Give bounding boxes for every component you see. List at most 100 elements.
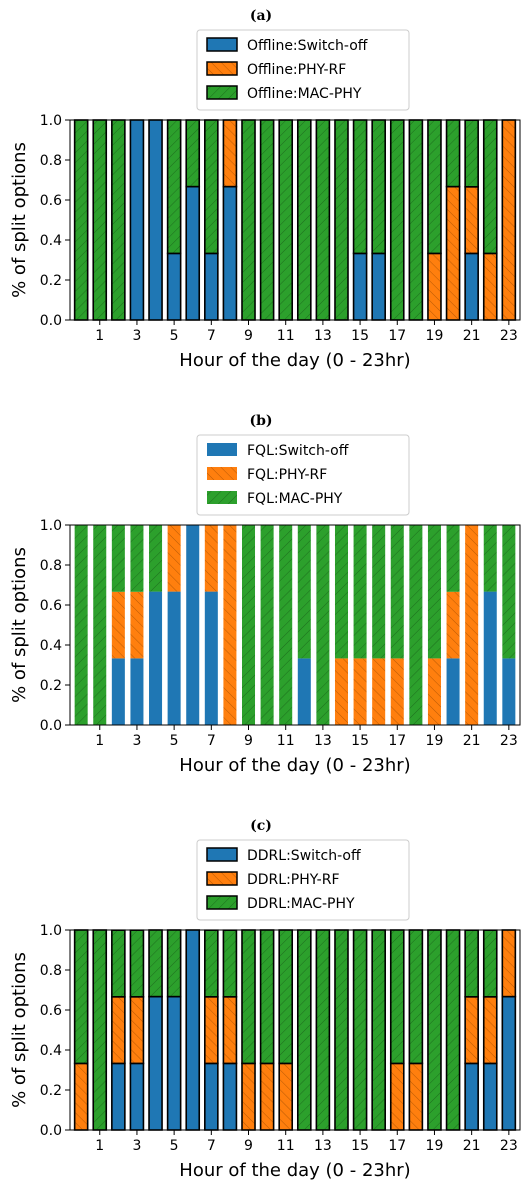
legend-swatch-phy-rf <box>206 61 238 76</box>
bar-segment-phy-rf-hour-16 <box>372 658 386 725</box>
x-tick-label: 11 <box>277 328 295 344</box>
bar-segment-mac-phy-hour-5 <box>166 929 182 998</box>
bar-segment-phy-rf-hour-3 <box>129 996 145 1065</box>
bar-segment-phy-rf-hour-22 <box>482 252 498 321</box>
bar-segment-mac-phy-hour-9 <box>241 929 256 1065</box>
y-tick-label: 0.2 <box>40 1083 62 1099</box>
y-tick-label: 1.0 <box>40 113 62 129</box>
bar-segment-phy-rf-hour-15 <box>353 658 367 725</box>
bar-segment-phy-rf-hour-17 <box>390 658 404 725</box>
bar-segment-phy-rf-hour-7 <box>204 996 219 1065</box>
bars <box>74 525 516 725</box>
y-tick-label: 0.6 <box>40 598 62 614</box>
x-tick-label: 13 <box>314 733 332 749</box>
y-tick-label: 0.8 <box>40 963 62 979</box>
legend-label-phy-rf: FQL:PHY-RF <box>247 467 327 483</box>
bar-segment-mac-phy-hour-14 <box>334 525 348 659</box>
bar-segment-mac-phy-hour-22 <box>482 119 498 255</box>
bar-segment-phy-rf-hour-5 <box>167 525 181 592</box>
x-tick-label: 3 <box>132 1138 141 1154</box>
bar-segment-phy-rf-hour-19 <box>427 658 441 725</box>
x-tick-label: 15 <box>351 328 369 344</box>
x-tick-label: 1 <box>95 733 104 749</box>
bar-segment-mac-phy-hour-17 <box>389 119 405 321</box>
x-tick-label: 7 <box>207 1138 216 1154</box>
legend-swatch-switch-off <box>207 443 237 456</box>
x-tick-label: 7 <box>207 733 216 749</box>
bar-segment-phy-rf-hour-20 <box>445 185 461 321</box>
bar-segment-mac-phy-hour-20 <box>445 119 461 188</box>
bar-segment-mac-phy-hour-15 <box>352 929 368 1131</box>
y-tick-label: 0.8 <box>40 153 62 169</box>
legend-label-switch-off: DDRL:Switch-off <box>247 848 361 864</box>
bar-segment-mac-phy-hour-11 <box>279 525 293 725</box>
bar-segment-mac-phy-hour-13 <box>316 525 330 725</box>
bar-segment-phy-rf-hour-3 <box>130 591 144 659</box>
bar-segment-switch-off-hour-4 <box>149 591 163 725</box>
bar-segment-mac-phy-hour-19 <box>427 119 442 255</box>
y-tick-label: 0.4 <box>40 1043 62 1059</box>
x-tick-label: 23 <box>500 733 518 749</box>
legend-label-phy-rf: Offline:PHY-RF <box>247 62 346 78</box>
legend-swatch-mac-phy <box>206 895 238 910</box>
y-tick-label: 0.6 <box>40 1003 62 1019</box>
legend-label-mac-phy: FQL:MAC-PHY <box>247 491 343 507</box>
bar-segment-mac-phy-hour-22 <box>483 525 497 592</box>
plot-frame <box>69 929 521 1131</box>
bar-segment-phy-rf-hour-21 <box>464 186 479 255</box>
bar-segment-mac-phy-hour-3 <box>130 525 144 592</box>
bar-segment-phy-rf-hour-8 <box>222 119 238 188</box>
bar-segment-switch-off-hour-8 <box>222 1062 238 1131</box>
y-tick-label: 0.4 <box>40 233 62 249</box>
bar-segment-phy-rf-hour-0 <box>73 1062 89 1131</box>
x-tick-label: 21 <box>463 328 481 344</box>
bar-segment-phy-rf-hour-21 <box>464 996 479 1065</box>
y-tick-label: 0.6 <box>40 193 62 209</box>
y-tick-label: 0.0 <box>40 313 62 329</box>
x-tick-label: 15 <box>351 733 369 749</box>
x-tick-label: 17 <box>388 733 406 749</box>
bar-segment-switch-off-hour-15 <box>352 252 368 321</box>
chart-a: (a)0.00.20.40.60.81.01 3 5 7 9 11 13 15 17 19 21 23… <box>9 8 521 371</box>
bar-segment-mac-phy-hour-14 <box>334 119 349 321</box>
legend-label-mac-phy: Offline:MAC-PHY <box>247 86 362 102</box>
bar-segment-mac-phy-hour-17 <box>389 929 405 1065</box>
x-tick-label: 1 <box>95 328 104 344</box>
bar-segment-switch-off-hour-22 <box>483 591 497 725</box>
bar-segment-phy-rf-hour-10 <box>259 1062 275 1131</box>
bar-segment-mac-phy-hour-20 <box>445 929 461 1131</box>
bar-segment-mac-phy-hour-10 <box>259 929 275 1065</box>
x-tick-label: 19 <box>426 733 444 749</box>
bar-segment-switch-off-hour-4 <box>148 119 163 321</box>
legend-swatch-switch-off <box>206 37 238 52</box>
x-axis-label: Hour of the day (0 - 23hr) <box>179 1160 410 1181</box>
bar-segment-switch-off-hour-5 <box>166 995 182 1131</box>
y-tick-label: 0.8 <box>40 558 62 574</box>
bar-segment-mac-phy-hour-22 <box>482 929 498 998</box>
legend: FQL:Switch-off FQL:PHY-RF FQL:MAC-PHY <box>196 434 410 516</box>
x-tick-label: 15 <box>351 1138 369 1154</box>
y-axis-label: % of split options <box>9 952 30 1108</box>
bar-segment-phy-rf-hour-20 <box>446 591 460 659</box>
bar-segment-phy-rf-hour-8 <box>223 525 237 725</box>
bar-segment-switch-off-hour-3 <box>129 119 145 321</box>
y-tick-label: 0.0 <box>40 718 62 734</box>
legend-label-switch-off: FQL:Switch-off <box>247 443 349 459</box>
x-axis-label: Hour of the day (0 - 23hr) <box>179 755 410 776</box>
bar-segment-switch-off-hour-7 <box>204 591 218 725</box>
x-tick-label: 11 <box>277 1138 295 1154</box>
x-tick-label: 9 <box>244 733 253 749</box>
bar-segment-mac-phy-hour-2 <box>111 929 126 998</box>
bar-segment-switch-off-hour-20 <box>446 658 460 725</box>
bar-segment-mac-phy-hour-21 <box>464 929 479 998</box>
bar-segment-phy-rf-hour-22 <box>482 996 498 1065</box>
bar-segment-phy-rf-hour-14 <box>334 658 348 725</box>
bar-segment-mac-phy-hour-11 <box>278 119 294 321</box>
chart-title: (a) <box>250 8 272 24</box>
x-tick-label: 5 <box>170 328 179 344</box>
bars <box>73 929 517 1131</box>
bar-segment-switch-off-hour-6 <box>186 525 200 725</box>
bar-segment-switch-off-hour-23 <box>502 658 516 725</box>
bar-segment-mac-phy-hour-18 <box>408 929 424 1065</box>
bar-segment-mac-phy-hour-7 <box>204 929 219 998</box>
